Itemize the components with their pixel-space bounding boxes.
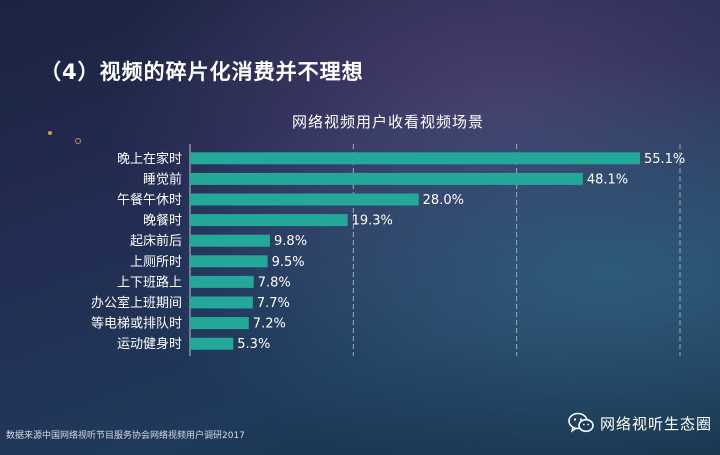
bar [190, 214, 348, 227]
value-label: 7.8% [258, 275, 291, 290]
value-label: 7.7% [257, 296, 290, 311]
bar [190, 337, 234, 350]
category-label: 上厕所时 [130, 255, 182, 270]
chart-title: 网络视频用户收看视频场景 [292, 113, 485, 131]
value-label: 9.5% [272, 255, 305, 270]
bar [190, 317, 249, 330]
value-label: 55.1% [644, 152, 685, 167]
wechat-icon [568, 412, 594, 433]
bar [190, 152, 640, 165]
bar [190, 275, 254, 288]
value-label: 28.0% [423, 193, 464, 208]
value-label: 19.3% [352, 214, 393, 229]
bar [190, 255, 268, 268]
category-label: 睡觉前 [143, 171, 182, 187]
decorative-dot [48, 131, 52, 135]
decorative-ring [75, 138, 81, 144]
value-label: 48.1% [587, 172, 628, 187]
bar [190, 193, 419, 206]
category-label: 晚餐时 [143, 213, 182, 229]
category-label: 办公室上班期间 [91, 295, 182, 311]
category-label: 午餐午休时 [117, 192, 182, 208]
value-label: 9.8% [274, 234, 307, 249]
brand-watermark: 网络视听生态圈 [568, 412, 712, 434]
category-label: 等电梯或排队时 [91, 316, 182, 332]
bar [190, 172, 583, 185]
bar [190, 234, 271, 247]
category-label: 晚上在家时 [117, 151, 182, 167]
data-source-footnote: 数据来源中国网络视听节目服务协会网络视频用户调研2017 [6, 431, 245, 441]
category-label: 起床前后 [130, 233, 182, 249]
value-label: 5.3% [237, 337, 270, 352]
brand-name: 网络视听生态圈 [600, 414, 713, 433]
bar [190, 296, 253, 309]
value-label: 7.2% [253, 317, 286, 332]
category-label: 运动健身时 [117, 336, 182, 352]
slide-title: （4）视频的碎片化消费并不理想 [40, 60, 364, 84]
category-label: 上下班路上 [117, 274, 182, 290]
